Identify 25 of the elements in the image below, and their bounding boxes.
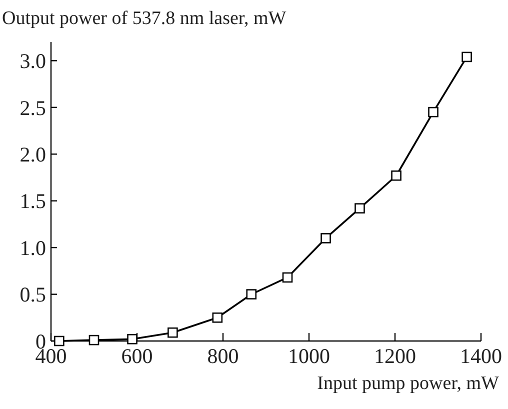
x-tick-label: 1000	[288, 344, 330, 368]
point	[354, 203, 365, 214]
y-tick-label: 0.5	[20, 282, 46, 307]
point	[282, 272, 293, 283]
point	[320, 233, 331, 244]
y-tick-label: 3.0	[20, 49, 46, 74]
point	[462, 52, 472, 62]
point	[168, 327, 178, 338]
x-tick-label: 1400	[460, 344, 502, 368]
point	[391, 170, 402, 181]
point	[212, 312, 223, 323]
x-tick-label: 1200	[374, 344, 416, 368]
y-tick-label: 1.5	[20, 189, 46, 214]
x-axis-title: Input pump power, mW	[317, 373, 500, 394]
y-tick-label: 2.0	[20, 142, 46, 166]
point	[246, 289, 257, 300]
point	[54, 336, 64, 346]
point	[88, 334, 100, 346]
x-tick-label: 600	[121, 344, 153, 368]
x-tick-label: 800	[207, 344, 239, 368]
y-tick-label: 1.0	[20, 236, 46, 260]
point	[428, 106, 438, 118]
y-axis-title: Output power of 537.8 nm laser, mW	[2, 8, 286, 29]
point	[127, 334, 138, 344]
y-tick-label: 2.5	[20, 96, 46, 120]
